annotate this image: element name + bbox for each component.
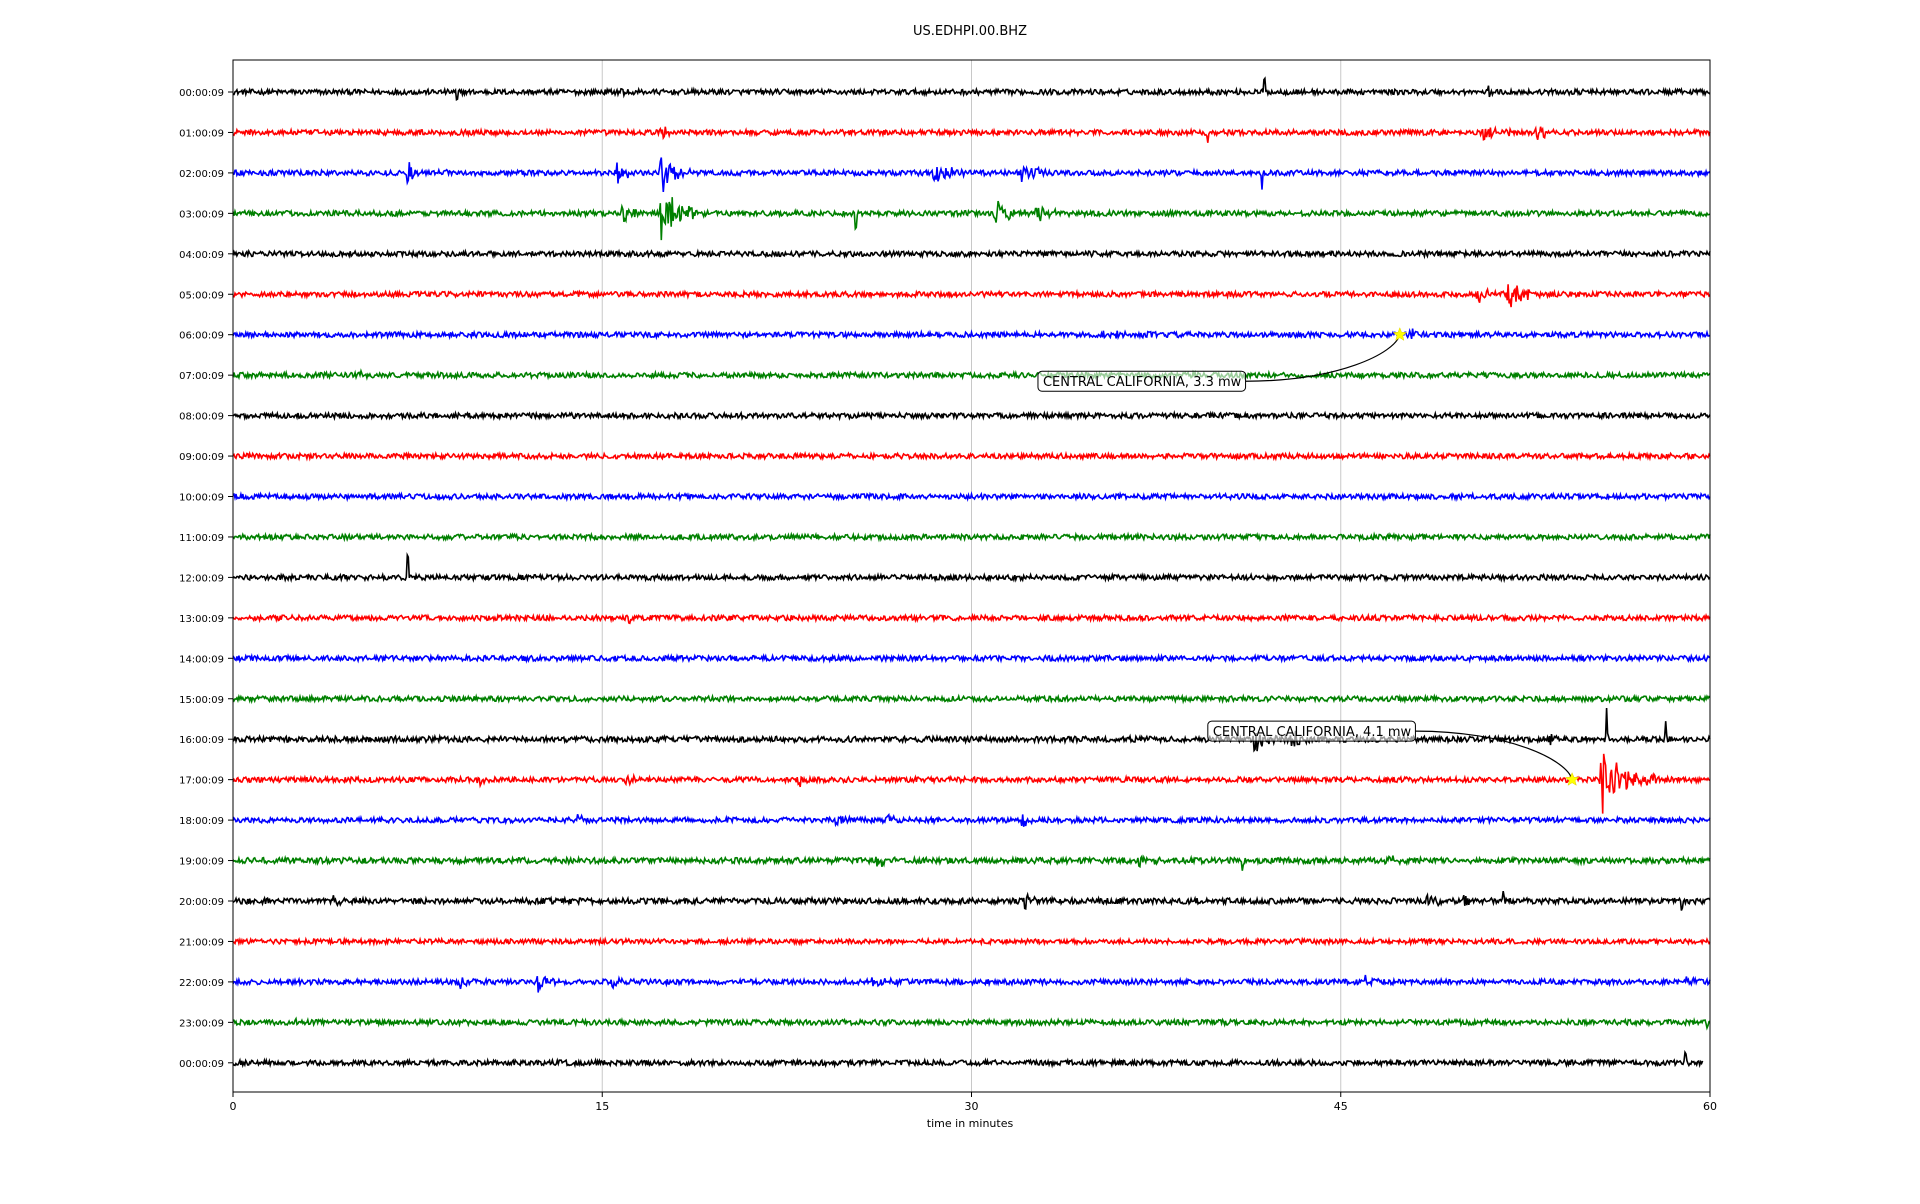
x-tick-label: 0 (230, 1100, 237, 1113)
event-star-marker (1392, 326, 1408, 341)
y-tick-label: 23:00:09 (179, 1018, 224, 1029)
traces-layer (232, 76, 1711, 1069)
y-tick-label: 04:00:09 (179, 250, 224, 261)
grid-layer (601, 60, 1342, 1092)
trace-row-21 (232, 936, 1711, 947)
trace-row-20 (232, 890, 1711, 911)
annotation-label: CENTRAL CALIFORNIA, 4.1 mw (1213, 725, 1412, 740)
y-tick-label: 11:00:09 (179, 533, 224, 544)
y-tick-label: 08:00:09 (179, 412, 224, 423)
x-tick-label: 30 (965, 1100, 979, 1113)
y-tick-label: 09:00:09 (179, 452, 224, 463)
y-tick-label: 01:00:09 (179, 128, 224, 139)
y-tick-label: 06:00:09 (179, 331, 224, 342)
y-tick-label: 00:00:09 (179, 88, 224, 99)
trace-row-23 (232, 1016, 1711, 1031)
y-tick-label: 22:00:09 (179, 978, 224, 989)
y-tick-label: 20:00:09 (179, 897, 224, 908)
y-tick-label: 07:00:09 (179, 371, 224, 382)
trace-row-13 (232, 612, 1711, 625)
y-tick-label: 14:00:09 (179, 654, 224, 665)
x-tick-label: 15 (595, 1100, 609, 1113)
y-tick-label: 18:00:09 (179, 816, 224, 827)
trace-row-8 (232, 409, 1711, 422)
y-tick-label: 17:00:09 (179, 776, 224, 787)
annotation-connector (1415, 730, 1573, 780)
trace-row-24 (232, 1049, 1704, 1069)
y-tick-label: 15:00:09 (179, 695, 224, 706)
trace-row-10 (232, 491, 1711, 503)
x-tick-label: 60 (1703, 1100, 1717, 1113)
y-tick-label: 10:00:09 (179, 493, 224, 504)
event-star-marker (1564, 772, 1580, 786)
y-tick-label: 03:00:09 (179, 209, 224, 220)
annotation-box (1037, 370, 1247, 392)
y-tick-label: 02:00:09 (179, 169, 224, 180)
trace-row-4 (232, 248, 1711, 260)
trace-row-18 (232, 813, 1711, 828)
annotation-label: CENTRAL CALIFORNIA, 3.3 mw (1043, 375, 1242, 390)
annotation-box (1207, 720, 1416, 742)
trace-row-2 (232, 157, 1711, 192)
x-tick-label: 45 (1334, 1100, 1348, 1113)
trace-row-7 (232, 368, 1711, 381)
trace-row-3 (232, 197, 1711, 241)
trace-row-5 (232, 284, 1711, 308)
y-tick-label: 12:00:09 (179, 573, 224, 584)
trace-row-19 (232, 854, 1711, 871)
trace-row-14 (232, 652, 1711, 664)
annotation-layer: CENTRAL CALIFORNIA, 3.3 mw CENTRAL CALIFO… (1037, 326, 1580, 786)
x-axis-label: time in minutes (927, 1117, 1014, 1130)
trace-row-17 (232, 753, 1711, 814)
annotation-connector (1245, 334, 1401, 382)
trace-row-9 (232, 450, 1711, 462)
trace-row-16 (232, 707, 1711, 753)
trace-row-6 (232, 327, 1711, 341)
ticks-layer: 0 15 30 45 60 00:00:09 01:00:09 02:00:09 03:00:0… (179, 88, 1717, 1113)
y-tick-label: 13:00:09 (179, 614, 224, 625)
y-tick-label: 16:00:09 (179, 735, 224, 746)
y-tick-label: 00:00:09 (179, 1059, 224, 1070)
y-tick-label: 21:00:09 (179, 937, 224, 948)
trace-row-1 (232, 125, 1711, 143)
trace-row-0 (233, 76, 1711, 102)
trace-row-11 (232, 531, 1711, 543)
trace-row-15 (232, 693, 1711, 705)
trace-row-12 (232, 551, 1711, 584)
chart-title: US.EDHPI.00.BHZ (913, 24, 1027, 39)
trace-row-22 (232, 974, 1711, 993)
y-tick-label: 19:00:09 (179, 857, 224, 868)
y-tick-label: 05:00:09 (179, 290, 224, 301)
